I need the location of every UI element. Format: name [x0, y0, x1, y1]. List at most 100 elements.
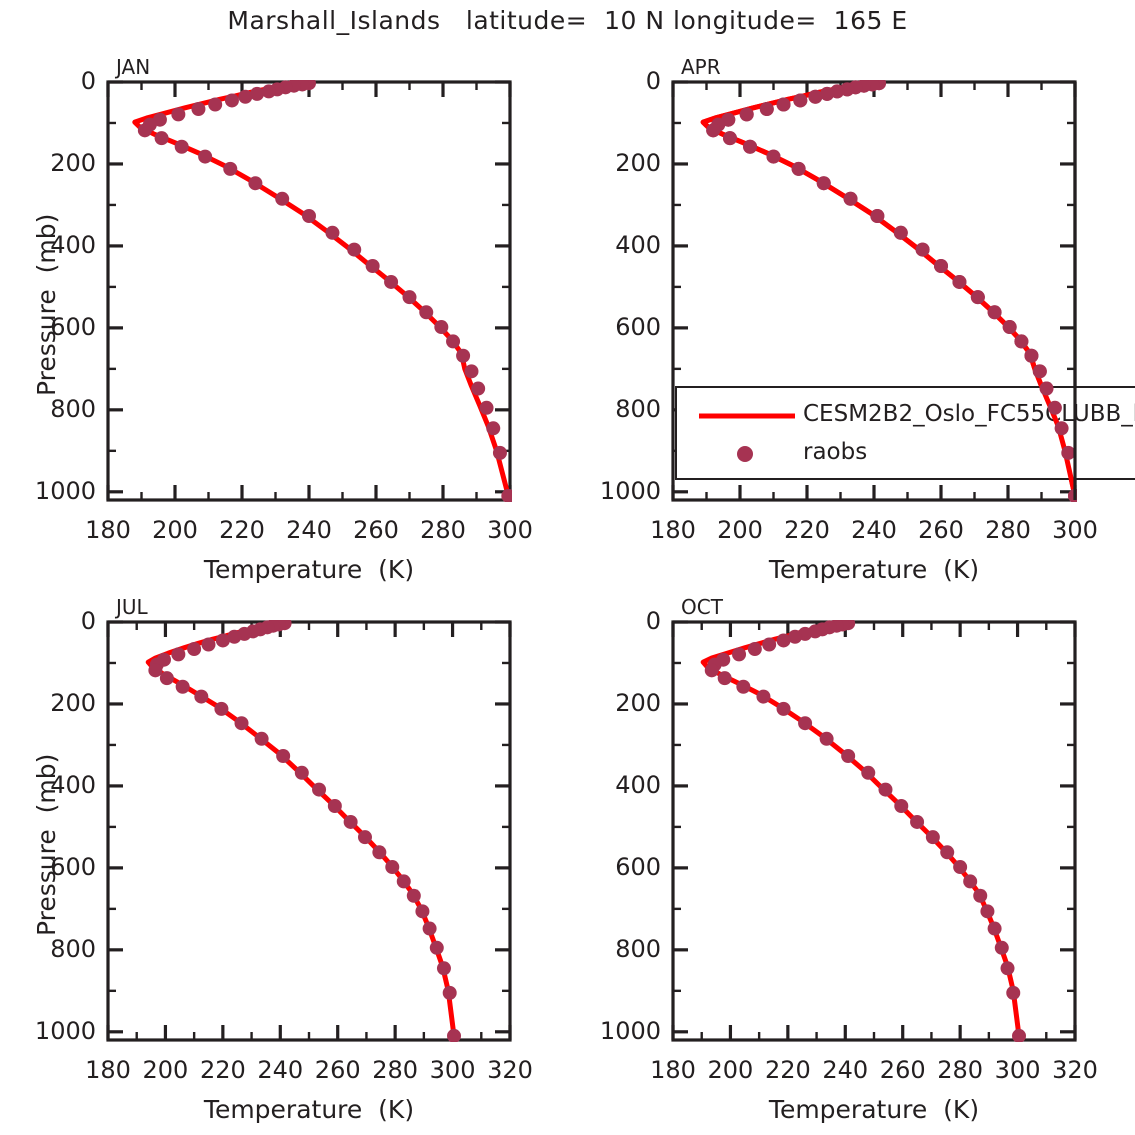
series-marker-raobs: [994, 940, 1009, 955]
series-marker-raobs: [861, 765, 876, 780]
series-marker-raobs: [707, 657, 722, 672]
x-tick-label: 180: [650, 1056, 696, 1084]
series-marker-raobs: [798, 626, 813, 641]
series-marker-raobs: [798, 716, 813, 731]
x-tick-label: 240: [822, 1056, 869, 1084]
x-tick-label: 280: [372, 1056, 419, 1084]
series-marker-raobs: [717, 671, 732, 686]
panel-label-apr: APR: [681, 55, 721, 79]
y-tick-label: 0: [645, 67, 661, 95]
series-marker-raobs: [925, 830, 940, 845]
y-tick-label: 800: [615, 394, 661, 423]
y-tick-label: 400: [615, 770, 661, 799]
series-marker-raobs: [762, 637, 777, 652]
x-tick-label: 320: [1052, 1056, 1098, 1084]
y-tick-label: 400: [615, 230, 661, 259]
y-tick-label: 400: [50, 230, 96, 259]
x-tick-label: 200: [717, 516, 763, 544]
x-axis-title: Temperature (K): [768, 555, 980, 584]
series-marker-raobs: [973, 888, 988, 903]
series-marker-raobs: [841, 620, 856, 631]
x-tick-label: 200: [142, 1056, 189, 1084]
series-marker-raobs: [953, 860, 968, 875]
y-tick-label: 1000: [34, 1016, 96, 1045]
y-tick-label: 600: [615, 852, 661, 881]
x-axis-title: Temperature (K): [203, 1095, 415, 1124]
x-tick-label: 300: [1052, 516, 1098, 544]
series-marker-raobs: [788, 629, 803, 644]
y-tick-label: 0: [80, 67, 96, 95]
x-tick-label: 280: [985, 516, 1031, 544]
x-axis-title: Temperature (K): [768, 1095, 980, 1124]
y-tick-label: 1000: [599, 1016, 661, 1045]
series-marker-raobs: [716, 652, 731, 667]
series-marker-raobs: [819, 731, 834, 746]
series-line-model: [700, 620, 1022, 1039]
x-tick-label: 220: [219, 516, 265, 544]
panel-label-oct: OCT: [681, 595, 723, 619]
x-tick-label: 280: [937, 1056, 984, 1084]
series-marker-raobs: [776, 701, 791, 716]
x-tick-label: 300: [994, 1056, 1041, 1084]
figure-title: Marshall_Islands latitude= 10 N longitud…: [227, 6, 908, 35]
series-marker-raobs: [940, 845, 955, 860]
y-tick-label: 1000: [599, 476, 661, 505]
x-tick-label: 240: [851, 516, 897, 544]
y-tick-label: 600: [50, 852, 96, 881]
series-marker-raobs: [756, 689, 771, 704]
panel-label-jan: JAN: [116, 55, 151, 79]
x-tick-label: 180: [650, 516, 696, 544]
series-marker-raobs: [704, 663, 719, 678]
series-marker-raobs: [732, 647, 747, 662]
series-marker-raobs: [841, 749, 856, 764]
y-tick-label: 600: [50, 312, 96, 341]
series-marker-raobs: [776, 633, 791, 648]
x-tick-label: 180: [85, 1056, 131, 1084]
y-tick-label: 200: [50, 688, 96, 717]
x-tick-label: 260: [879, 1056, 926, 1084]
x-tick-label: 200: [152, 516, 198, 544]
series-marker-raobs: [1006, 985, 1021, 1000]
y-tick-label: 800: [50, 394, 96, 423]
series-marker-raobs: [878, 782, 893, 797]
x-tick-label: 280: [420, 516, 466, 544]
series-marker-raobs: [736, 679, 751, 694]
x-tick-label: 260: [918, 516, 964, 544]
y-tick-label: 200: [615, 688, 661, 717]
x-tick-label: 220: [199, 1056, 246, 1084]
y-tick-label: 800: [50, 934, 96, 963]
y-tick-label: 0: [645, 607, 661, 635]
series-marker-raobs: [894, 799, 909, 813]
y-tick-label: 600: [615, 312, 661, 341]
x-tick-label: 220: [764, 1056, 811, 1084]
y-tick-label: 1000: [34, 476, 96, 505]
x-tick-label: 300: [429, 1056, 476, 1084]
series-marker-raobs: [910, 814, 925, 829]
y-tick-label: 0: [80, 607, 96, 635]
series-marker-raobs: [815, 622, 830, 637]
x-tick-label: 260: [314, 1056, 361, 1084]
series-marker-raobs: [808, 624, 823, 639]
series-marker-raobs: [987, 921, 1002, 936]
y-tick-label: 200: [50, 148, 96, 177]
series-marker-raobs: [1012, 1028, 1027, 1042]
x-tick-label: 260: [353, 516, 399, 544]
series-marker-raobs: [980, 904, 995, 919]
y-tick-label: 400: [50, 770, 96, 799]
panel-label-jul: JUL: [116, 595, 148, 619]
x-tick-label: 180: [85, 516, 131, 544]
series-marker-raobs: [963, 874, 978, 889]
series-marker-raobs: [822, 620, 837, 635]
x-axis-title: Temperature (K): [203, 555, 415, 584]
series-marker-raobs: [747, 642, 762, 657]
x-tick-label: 300: [487, 516, 533, 544]
y-tick-label: 800: [615, 934, 661, 963]
series-marker-raobs: [829, 620, 844, 633]
series-marker-raobs: [835, 620, 850, 632]
x-tick-label: 200: [707, 1056, 754, 1084]
x-tick-label: 240: [257, 1056, 304, 1084]
x-tick-label: 240: [286, 516, 332, 544]
